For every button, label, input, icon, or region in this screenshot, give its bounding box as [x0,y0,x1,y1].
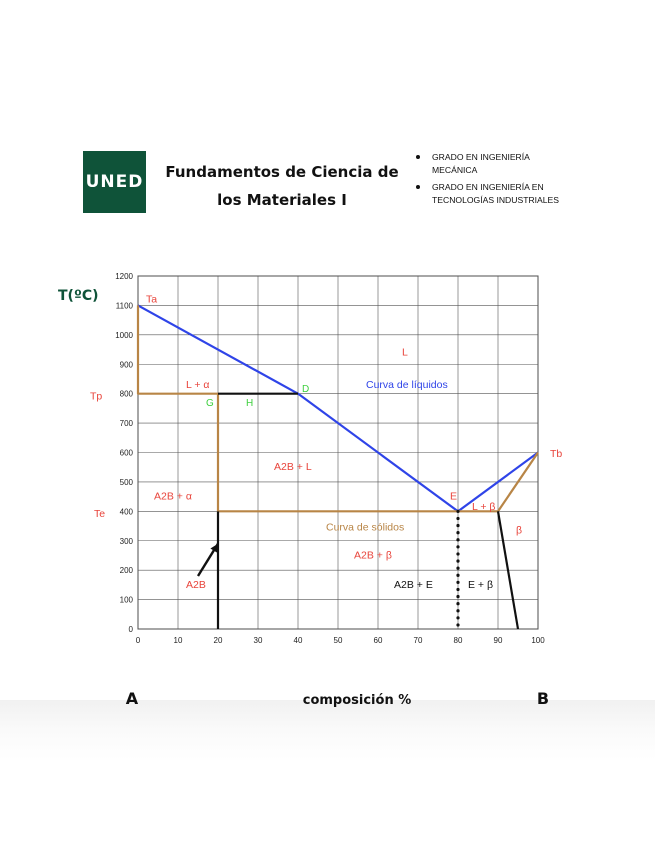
phase-lines [136,304,539,631]
y-tick-label: 100 [120,596,134,605]
x-tick-label: 0 [136,636,141,645]
y-tick-label: 500 [120,478,134,487]
y-tick-label: 0 [129,625,134,634]
phase-diagram-chart: 0 10 20 30 40 50 60 70 80 90 100010020030040050060… [58,272,562,708]
x-tick-label: 60 [374,636,383,645]
y-tick-label: 1200 [115,272,133,281]
component-a-label: A [126,689,139,708]
annotation-label: D [302,384,309,395]
annotation-label: β [516,524,522,536]
axis-ticks: 0 10 20 30 40 50 60 70 80 90 100010020030040050060… [115,272,545,645]
annotation-label: L + β [472,501,495,513]
degree-list: GRADO EN INGENIERÍA MECÁNICA GRADO EN IN… [414,151,572,211]
y-tick-label: 400 [120,507,134,516]
y-tick-label: 900 [120,360,134,369]
annotation-label: Curva de sólidos [326,521,404,533]
annotation-label: A2B [186,579,206,591]
x-tick-label: 70 [414,636,423,645]
annotation-label: Ta [146,293,157,305]
x-tick-label: 50 [334,636,343,645]
annotation-label: L + α [186,379,210,391]
a2b-arrow-head [210,543,218,553]
y-tick-label: 800 [120,390,134,399]
annotation-label: A2B + L [274,461,312,473]
annotation-label: E + β [468,579,493,591]
degree-item: GRADO EN INGENIERÍA MECÁNICA [414,151,572,177]
annotation-label: A2B + β [354,549,392,561]
x-tick-label: 10 [174,636,183,645]
annotation-label: G [206,398,214,409]
phase-boundary-line [137,304,539,513]
y-tick-label: 1100 [116,301,134,310]
annotation-label: Tb [550,448,562,460]
logo-text: UNED [85,172,144,192]
annotation-label: Te [94,508,105,520]
x-axis-label: composición % [303,693,412,708]
component-b-label: B [537,689,549,708]
annotation-label: E [450,491,457,503]
y-tick-label: 200 [120,566,134,575]
x-tick-label: 90 [494,636,503,645]
degree-item: GRADO EN INGENIERÍA EN TECNOLOGÍAS INDUS… [414,181,572,207]
page-bottom-fade [0,700,655,848]
y-axis-label: T(ºC) [58,288,99,304]
y-tick-label: 600 [120,449,134,458]
x-tick-label: 40 [294,636,303,645]
uned-logo: UNED [83,151,146,213]
annotation-label: A2B + E [394,579,433,591]
x-tick-label: 20 [214,636,223,645]
annotation-label: L [402,346,408,358]
phase-boundary-line [496,511,520,630]
annotation-label: Curva de líquidos [366,379,448,391]
annotation-label: A2B + α [154,491,192,503]
annotations: Ta Tb Tp Te L L + α Curva de líquidos D G H A2B + … [90,293,562,590]
y-tick-label: 700 [120,419,134,428]
annotation-label: H [246,398,253,409]
phase-boundary-line [458,451,539,513]
x-tick-label: 30 [254,636,263,645]
x-tick-label: 80 [454,636,463,645]
y-tick-label: 1000 [115,331,133,340]
course-title: Fundamentos de Ciencia de los Materiales… [165,163,399,209]
x-tick-label: 100 [531,636,545,645]
annotation-label: Tp [90,391,102,403]
y-tick-label: 300 [120,537,134,546]
